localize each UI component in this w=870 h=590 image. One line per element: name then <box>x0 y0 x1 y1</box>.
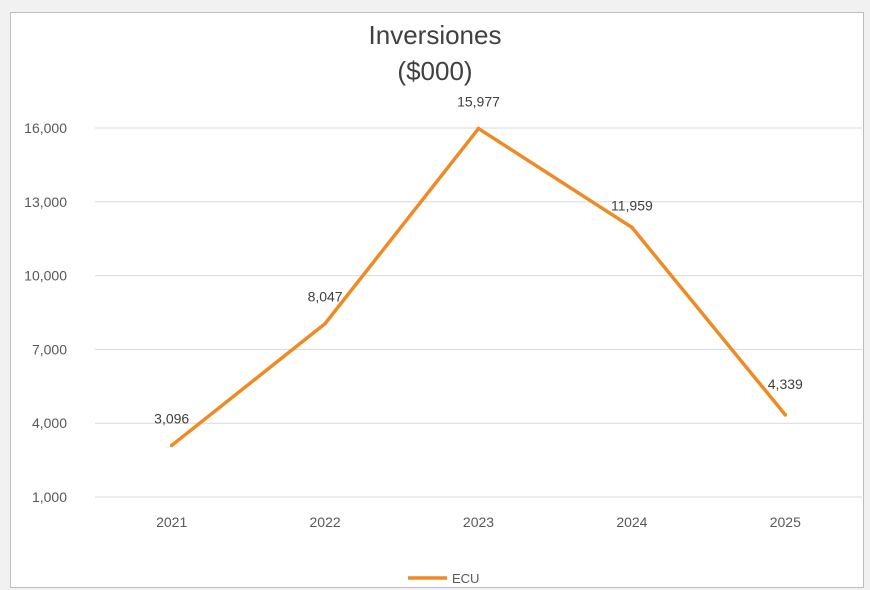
y-tick-label: 16,000 <box>24 120 67 136</box>
data-point <box>476 126 481 131</box>
chart-subtitle: ($000) <box>397 56 473 86</box>
data-label: 11,959 <box>611 197 653 213</box>
y-tick-label: 7,000 <box>32 341 67 357</box>
y-tick-label: 4,000 <box>32 415 67 431</box>
legend-label: ECU <box>452 571 479 586</box>
data-point <box>323 321 327 326</box>
x-tick-label: 2024 <box>616 514 647 530</box>
data-label: 4,339 <box>768 376 803 392</box>
series-line-ecu <box>170 126 787 447</box>
data-label: 8,047 <box>308 289 343 305</box>
chart-frame <box>10 12 864 588</box>
y-tick-label: 1,000 <box>32 489 67 505</box>
data-label: 3,096 <box>154 410 189 426</box>
x-tick-label: 2023 <box>463 514 494 530</box>
chart-title: Inversiones <box>368 20 502 50</box>
x-tick-label: 2021 <box>156 514 187 530</box>
data-point <box>630 225 634 230</box>
x-tick-label: 2022 <box>310 514 341 530</box>
data-point <box>169 443 174 448</box>
data-point <box>783 413 788 417</box>
y-tick-label: 13,000 <box>24 194 67 210</box>
data-label: 15,977 <box>457 94 500 110</box>
x-tick-label: 2025 <box>770 514 801 530</box>
y-tick-label: 10,000 <box>24 268 67 284</box>
